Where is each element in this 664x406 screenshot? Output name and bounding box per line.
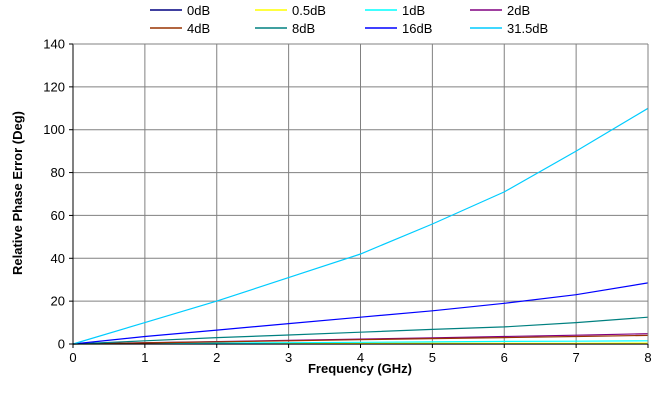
x-tick-label: 6 xyxy=(501,350,508,365)
legend-label-16db: 16dB xyxy=(402,21,432,36)
legend-label-31-5db: 31.5dB xyxy=(507,21,548,36)
legend-label-1db: 1dB xyxy=(402,3,425,18)
legend-label-4db: 4dB xyxy=(187,21,210,36)
y-tick-label: 20 xyxy=(51,294,65,309)
x-tick-label: 3 xyxy=(285,350,292,365)
y-tick-label: 60 xyxy=(51,208,65,223)
legend-label-2db: 2dB xyxy=(507,3,530,18)
legend-label-0-5db: 0.5dB xyxy=(292,3,326,18)
x-tick-label: 4 xyxy=(357,350,364,365)
axes xyxy=(69,43,649,348)
y-tick-label: 80 xyxy=(51,165,65,180)
y-tick-label: 140 xyxy=(43,37,65,52)
series-line-31-5db xyxy=(72,107,649,345)
series-line-16db xyxy=(72,282,649,345)
x-tick-label: 1 xyxy=(141,350,148,365)
series-line-1db xyxy=(72,340,649,345)
x-tick-label: 8 xyxy=(644,350,651,365)
x-tick-label: 5 xyxy=(429,350,436,365)
y-tick-label: 0 xyxy=(58,337,65,352)
series-line-4db xyxy=(72,334,649,345)
y-tick-label: 120 xyxy=(43,79,65,94)
x-tick-label: 7 xyxy=(573,350,580,365)
x-tick-label: 0 xyxy=(69,350,76,365)
y-axis-title: Relative Phase Error (Deg) xyxy=(10,111,25,275)
legend-label-8db: 8dB xyxy=(292,21,315,36)
x-tick-label: 2 xyxy=(213,350,220,365)
y-tick-label: 40 xyxy=(51,251,65,266)
legend: 0dB 0.5dB 1dB 2dB 4dB 8dB 16dB 31.5dB xyxy=(150,3,548,36)
x-axis-title: Frequency (GHz) xyxy=(308,361,412,376)
series-line-8db xyxy=(72,316,649,345)
y-tick-label: 100 xyxy=(43,122,65,137)
legend-label-0db: 0dB xyxy=(187,3,210,18)
